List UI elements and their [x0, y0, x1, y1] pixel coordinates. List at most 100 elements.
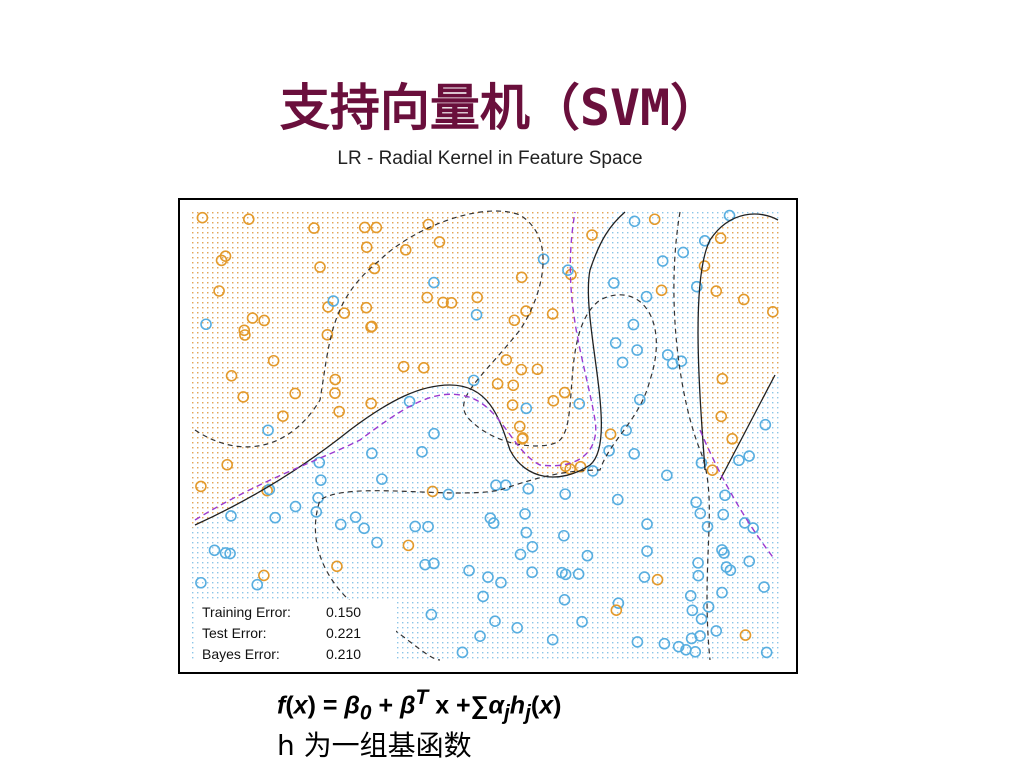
formula-part: j: [503, 701, 510, 725]
formula-part: h: [509, 691, 526, 720]
point: [743, 555, 756, 568]
point: [520, 402, 533, 415]
point: [239, 329, 251, 341]
point: [609, 337, 622, 349]
point: [267, 354, 280, 367]
point: [694, 507, 707, 520]
point: [648, 213, 661, 226]
point: [242, 213, 255, 225]
point: [631, 636, 644, 648]
point: [421, 291, 433, 304]
point: [442, 488, 455, 501]
point: [627, 318, 640, 331]
point: [246, 312, 259, 324]
point: [487, 517, 500, 529]
point: [208, 544, 221, 557]
point: [397, 360, 410, 373]
point: [715, 410, 728, 423]
point: [628, 448, 640, 460]
error-label: Training Error:: [202, 604, 291, 620]
point: [526, 566, 538, 579]
point: [470, 308, 483, 321]
point: [269, 511, 281, 524]
formula-part: f: [277, 691, 286, 720]
point: [706, 464, 719, 476]
point: [767, 306, 779, 318]
point: [515, 363, 528, 376]
point: [426, 485, 439, 498]
point: [508, 314, 521, 327]
point: [690, 496, 702, 509]
point: [221, 458, 233, 471]
point: [610, 604, 623, 617]
point: [251, 578, 264, 591]
point: [514, 548, 527, 561]
point: [717, 508, 730, 521]
point: [631, 344, 643, 356]
point: [702, 601, 715, 613]
point: [500, 354, 513, 366]
point: [718, 547, 730, 559]
point: [611, 493, 624, 506]
point: [739, 629, 752, 641]
point: [612, 597, 625, 609]
point: [258, 569, 270, 582]
point: [511, 622, 524, 634]
point: [546, 308, 559, 320]
point: [698, 260, 711, 272]
point: [200, 318, 212, 331]
point: [559, 460, 572, 473]
point: [315, 474, 327, 486]
point: [310, 506, 323, 518]
point: [370, 221, 383, 234]
point: [684, 590, 697, 602]
formula-part: (: [285, 691, 294, 720]
point: [581, 549, 594, 562]
point: [428, 276, 440, 289]
point: [714, 232, 727, 245]
point: [701, 520, 714, 533]
point: [491, 378, 504, 390]
point: [215, 254, 228, 267]
true-boundary: [194, 211, 776, 561]
point: [692, 557, 704, 569]
point: [634, 393, 646, 406]
error-value: 0.221: [326, 625, 361, 641]
point: [321, 328, 334, 341]
point: [656, 255, 669, 267]
point: [360, 241, 373, 254]
point: [331, 560, 343, 573]
point: [661, 349, 674, 361]
point: [608, 277, 620, 289]
point: [604, 428, 617, 441]
point: [258, 314, 270, 327]
point: [720, 561, 733, 573]
point: [573, 398, 586, 410]
point: [686, 604, 699, 617]
point: [672, 640, 685, 653]
point: [474, 630, 486, 642]
point: [338, 307, 351, 319]
point: [425, 608, 438, 621]
point: [463, 564, 475, 577]
point: [558, 529, 570, 542]
point: [262, 424, 274, 437]
point: [738, 293, 750, 306]
point: [437, 296, 449, 309]
formula-part: 0: [359, 701, 372, 725]
point: [655, 284, 668, 297]
point: [694, 630, 706, 642]
plot-area: [192, 209, 781, 661]
error-value: 0.150: [326, 604, 361, 620]
formula-part: ) =: [307, 691, 345, 720]
point: [680, 644, 692, 656]
point: [558, 386, 571, 399]
point: [547, 395, 560, 407]
error-label: Test Error:: [202, 625, 267, 641]
point: [638, 571, 651, 583]
point: [651, 573, 664, 586]
point: [620, 424, 632, 437]
point: [520, 526, 533, 539]
orange-region: [192, 212, 615, 528]
point: [558, 594, 571, 606]
